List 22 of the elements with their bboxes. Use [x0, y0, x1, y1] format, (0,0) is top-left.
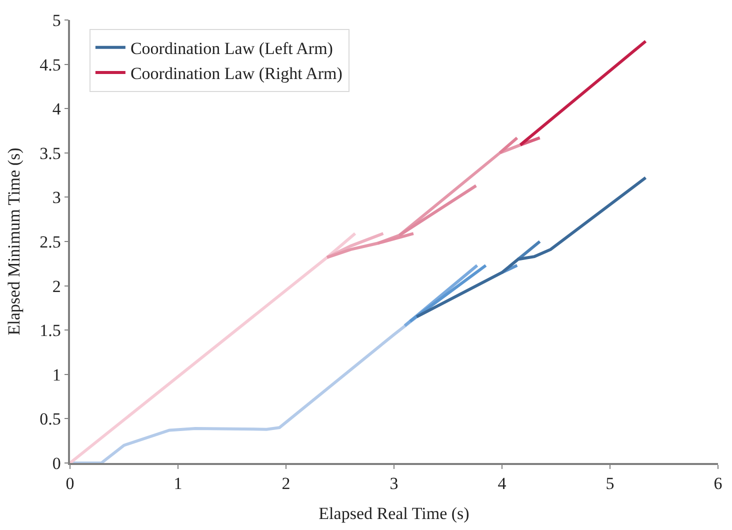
x-tick-label: 1	[174, 474, 182, 494]
x-axis-title: Elapsed Real Time (s)	[318, 504, 470, 524]
y-tick-label: 0	[52, 454, 61, 473]
x-tick-label: 3	[390, 474, 398, 494]
x-tick-label: 0	[66, 474, 74, 494]
y-tick-label: 0.5	[40, 410, 61, 429]
legend-label: Coordination Law (Right Arm)	[130, 64, 342, 84]
y-axis-title: Elapsed Minimum Time (s)	[4, 148, 24, 336]
y-tick-label: 1	[52, 365, 61, 384]
y-tick-label: 2.5	[40, 232, 61, 252]
y-tick-label: 2	[52, 276, 61, 296]
y-tick-label: 4.5	[40, 55, 61, 74]
y-tick-label: 3	[52, 188, 61, 208]
x-tick-label: 6	[714, 474, 722, 494]
x-tick-label: 4	[498, 474, 507, 494]
x-tick-label: 5	[606, 474, 614, 494]
y-tick-label: 3.5	[40, 144, 61, 163]
y-tick-label: 4	[52, 100, 62, 119]
y-tick-label: 5	[52, 10, 61, 30]
legend-label: Coordination Law (Left Arm)	[130, 39, 333, 58]
x-tick-label: 2	[282, 474, 290, 494]
y-tick-label: 1.5	[40, 321, 61, 340]
